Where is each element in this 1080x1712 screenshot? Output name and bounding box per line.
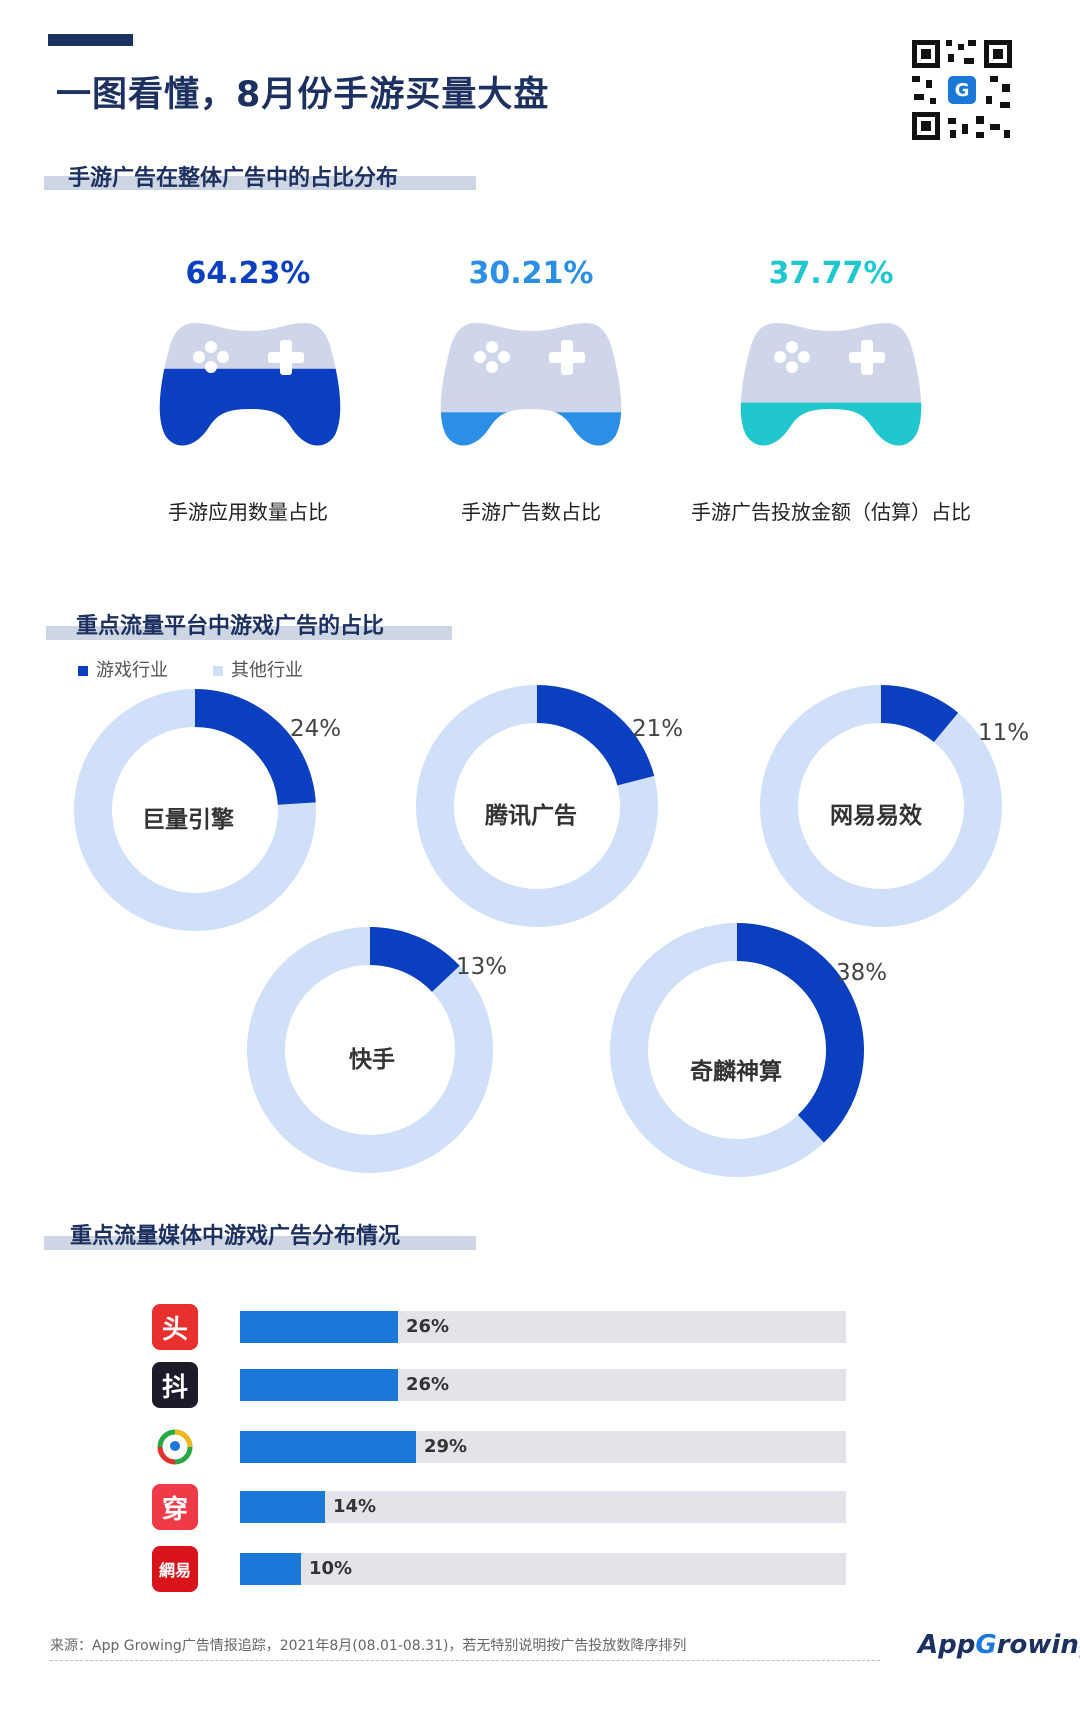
donut-label-juliang: 巨量引擎 bbox=[142, 807, 234, 833]
legend-swatch-game bbox=[78, 666, 88, 676]
stat-value-ad-spend: 37.77% bbox=[768, 256, 894, 291]
bar-value-label: 26% bbox=[406, 1374, 450, 1395]
chuanshanjia-app-icon: 穿 bbox=[152, 1484, 198, 1530]
legend-label-game: 游戏行业 bbox=[96, 660, 168, 681]
svg-text:G: G bbox=[955, 80, 970, 101]
donut-slice-netease bbox=[880, 685, 959, 743]
section1-title: 手游广告在整体广告中的占比分布 bbox=[68, 166, 399, 191]
gamepad-icon-app-count bbox=[159, 323, 341, 446]
donut-pct-qilin: 38% bbox=[836, 960, 888, 986]
footer-divider bbox=[50, 1660, 880, 1661]
stat-label-ad-count: 手游广告数占比 bbox=[461, 500, 601, 524]
section2-title: 重点流量平台中游戏广告的占比 bbox=[76, 614, 385, 639]
gamepad-icon-ad-spend bbox=[740, 323, 922, 446]
toutiao-app-icon: 头 bbox=[152, 1304, 198, 1350]
bar-track: 26% bbox=[240, 1369, 846, 1401]
header-accent-bar bbox=[48, 34, 133, 46]
section1-title-bar bbox=[44, 176, 476, 190]
stat-label-app-count: 手游应用数量占比 bbox=[168, 500, 328, 524]
section3-title: 重点流量媒体中游戏广告分布情况 bbox=[70, 1224, 401, 1249]
donut-slice-kuaishou bbox=[369, 927, 460, 993]
donut-pct-kuaishou: 13% bbox=[456, 954, 508, 980]
bar-fill bbox=[240, 1369, 398, 1401]
legend-item-other: 其他行业 bbox=[213, 656, 303, 682]
donut-label-kuaishou: 快手 bbox=[349, 1047, 395, 1073]
bar-track: 14% bbox=[240, 1491, 846, 1523]
section2-title-bar bbox=[46, 626, 452, 640]
donut-label-tencent: 腾讯广告 bbox=[485, 803, 577, 829]
qq-news-app-icon bbox=[152, 1424, 198, 1470]
bar-track: 10% bbox=[240, 1553, 846, 1585]
donut-slice-tencent bbox=[536, 685, 655, 786]
bar-track: 29% bbox=[240, 1431, 846, 1463]
bar-fill bbox=[240, 1311, 398, 1343]
section3-title-bar bbox=[44, 1236, 476, 1250]
bar-value-label: 26% bbox=[406, 1316, 450, 1337]
source-note: 来源：App Growing广告情报追踪，2021年8月(08.01-08.31… bbox=[50, 1638, 687, 1654]
bar-value-label: 29% bbox=[424, 1436, 468, 1457]
legend-swatch-other bbox=[213, 666, 223, 676]
gamepad-icon-ad-count bbox=[440, 323, 622, 446]
stat-label-ad-spend: 手游广告投放金额（估算）占比 bbox=[691, 500, 971, 524]
legend-label-other: 其他行业 bbox=[231, 660, 303, 681]
stat-value-ad-count: 30.21% bbox=[468, 256, 594, 291]
bar-fill bbox=[240, 1491, 325, 1523]
donut-label-qilin: 奇麟神算 bbox=[690, 1059, 782, 1085]
netease-news-app-icon: 網易 bbox=[152, 1546, 198, 1592]
donut-label-netease: 网易易效 bbox=[830, 803, 922, 829]
page-title: 一图看懂，8月份手游买量大盘 bbox=[56, 75, 550, 115]
bar-value-label: 14% bbox=[333, 1496, 377, 1517]
legend-item-game: 游戏行业 bbox=[78, 656, 168, 682]
donut-pct-juliang: 24% bbox=[290, 716, 342, 742]
donut-pct-netease: 11% bbox=[978, 720, 1030, 746]
donut-slice-qilin bbox=[736, 923, 864, 1143]
donut-slice-juliang bbox=[194, 689, 316, 806]
donut-pct-tencent: 21% bbox=[632, 716, 684, 742]
bar-fill bbox=[240, 1431, 416, 1463]
bar-value-label: 10% bbox=[309, 1558, 353, 1579]
bar-fill bbox=[240, 1553, 301, 1585]
bar-track: 26% bbox=[240, 1311, 846, 1343]
douyin-app-icon: 抖 bbox=[152, 1362, 198, 1408]
qr-code-icon: G bbox=[906, 34, 1018, 146]
stat-value-app-count: 64.23% bbox=[185, 256, 311, 291]
